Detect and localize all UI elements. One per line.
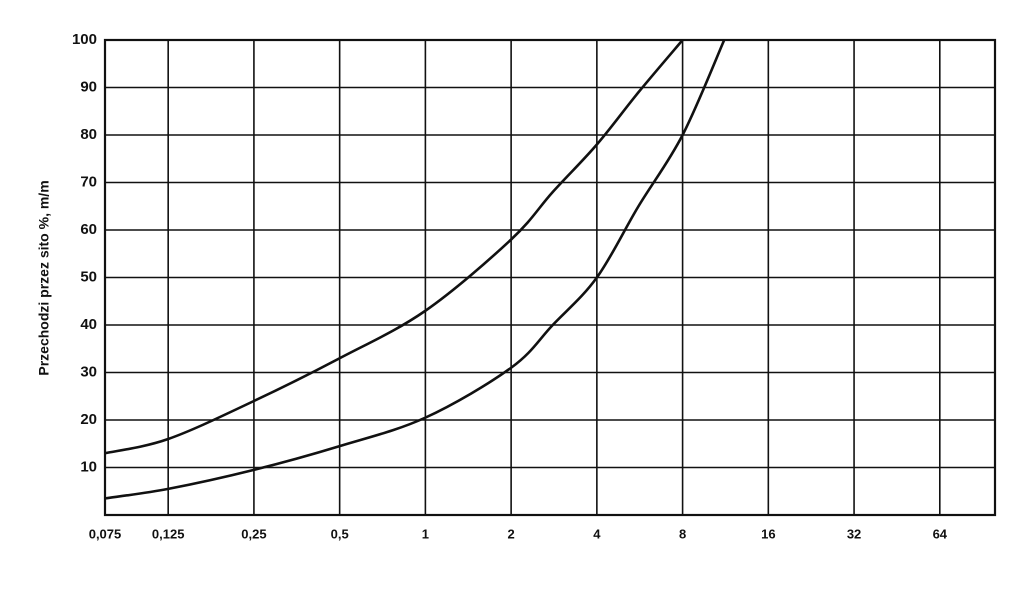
grading-curve [104, 39, 684, 455]
y-tick-label: 90 [80, 78, 97, 95]
y-tick-label: 30 [80, 363, 97, 380]
y-tick-label: 100 [72, 31, 97, 48]
grading-curve [104, 39, 726, 500]
x-tick-label: 1 [422, 526, 429, 541]
y-axis-label: Przechodzi przez sito %, m/m [36, 180, 52, 375]
y-tick-label: 70 [80, 173, 97, 190]
x-tick-label: 0,25 [241, 526, 266, 541]
y-tick-label: 40 [80, 316, 97, 333]
x-tick-label: 0,5 [331, 526, 349, 541]
y-tick-label: 60 [80, 221, 97, 238]
x-tick-label: 64 [933, 526, 948, 541]
y-tick-label: 10 [80, 458, 97, 475]
x-tick-label: 32 [847, 526, 861, 541]
x-tick-label: 2 [508, 526, 515, 541]
x-tick-label: 8 [679, 526, 686, 541]
x-tick-label: 0,125 [152, 526, 185, 541]
plot-frame [103, 38, 997, 517]
x-tick-label: 16 [761, 526, 775, 541]
x-tick-label: 0,075 [89, 526, 122, 541]
y-tick-label: 80 [80, 126, 97, 143]
y-tick-label: 20 [80, 411, 97, 428]
y-tick-label: 50 [80, 268, 97, 285]
x-tick-label: 4 [593, 526, 601, 541]
